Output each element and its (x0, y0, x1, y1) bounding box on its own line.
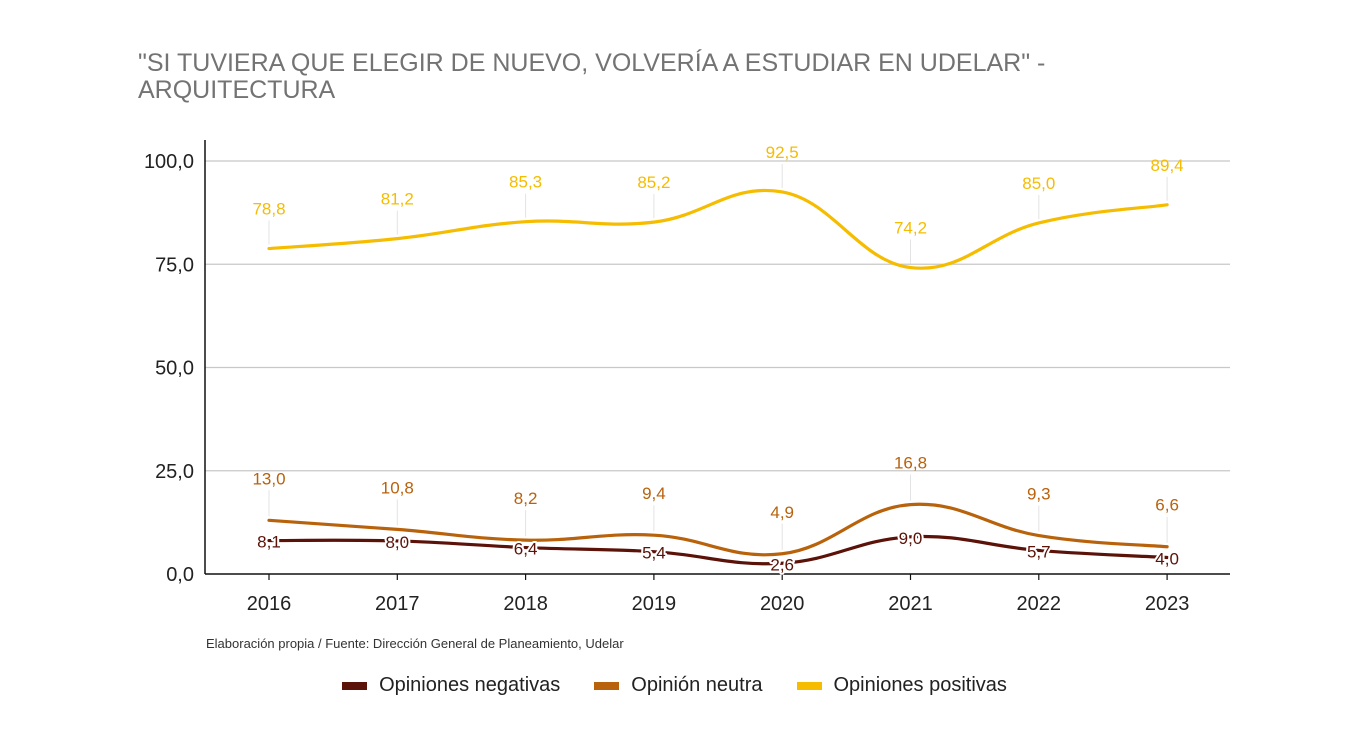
source-note: Elaboración propia / Fuente: Dirección G… (206, 636, 624, 651)
data-label-opiniones-negativas: 4,0 (1155, 549, 1179, 568)
data-label-opiniones-negativas: 8,1 (257, 533, 281, 552)
x-tick-label: 2018 (503, 593, 548, 615)
data-label-opiniones-negativas: 5,7 (1027, 542, 1051, 561)
y-tick-label: 50,0 (155, 358, 194, 380)
data-label-opinion-neutra: 9,4 (642, 484, 666, 503)
x-tick-label: 2016 (247, 593, 292, 615)
data-label-opiniones-negativas: 2,6 (770, 555, 794, 574)
data-label-opinion-neutra: 13,0 (252, 469, 285, 488)
data-label-opiniones-positivas: 81,2 (381, 190, 414, 209)
data-label-opiniones-positivas: 78,8 (252, 200, 285, 219)
data-label-opiniones-positivas: 74,2 (894, 219, 927, 238)
x-tick-label: 2017 (375, 593, 420, 615)
data-label-opiniones-positivas: 89,4 (1151, 156, 1184, 175)
data-label-opinion-neutra: 8,2 (514, 489, 538, 508)
x-tick-label: 2019 (632, 593, 677, 615)
gridlines (205, 160, 1230, 472)
data-label-opiniones-positivas: 92,5 (766, 143, 799, 162)
y-tick-label: 100,0 (144, 151, 194, 173)
axes: 0,0 25,0 50,0 75,0 100,0 2016 2017 2018 2019 2020… (144, 140, 1230, 615)
legend-item-opiniones-negativas: Opiniones negativas (342, 674, 560, 697)
x-tick-label: 2022 (1017, 593, 1062, 615)
data-label-opiniones-negativas: 9,0 (899, 529, 923, 548)
data-label-opiniones-negativas: 5,4 (642, 544, 666, 563)
legend-swatch (796, 681, 822, 690)
series-line-opiniones-positivas (267, 188, 1169, 270)
data-label-opinion-neutra: 4,9 (770, 503, 794, 522)
legend-swatch (342, 681, 368, 690)
y-tick-label: 25,0 (155, 461, 194, 483)
x-tick-label: 2021 (888, 593, 933, 615)
x-tick-label: 2023 (1145, 593, 1190, 615)
series-line-opiniones-negativas (267, 534, 1169, 566)
legend: Opiniones negativas Opinión neutra Opinion… (0, 674, 1349, 697)
legend-label: Opiniones negativas (379, 674, 561, 696)
y-tick-label: 75,0 (155, 254, 194, 276)
series-line-opinion-neutra (267, 502, 1169, 557)
data-label-opinion-neutra: 6,6 (1155, 496, 1179, 515)
series-lines (267, 188, 1169, 566)
legend-item-opinion-neutra: Opinión neutra (594, 674, 763, 697)
data-label-opinion-neutra: 9,3 (1027, 485, 1051, 504)
data-label-opiniones-positivas: 85,0 (1022, 174, 1055, 193)
data-label-opinion-neutra: 16,8 (894, 454, 927, 473)
data-label-opiniones-positivas: 85,2 (637, 173, 670, 192)
y-tick-label: 0,0 (166, 564, 194, 586)
data-label-opinion-neutra: 10,8 (381, 478, 414, 497)
legend-swatch (594, 681, 620, 690)
data-labels: 8,1 8,0 6,4 5,4 2,6 9,0 5,7 4,0 13,0 10,8 8,2 9,4 4,… (252, 143, 1184, 576)
legend-label: Opiniones positivas (833, 674, 1007, 696)
data-label-opiniones-negativas: 8,0 (385, 533, 409, 552)
legend-item-opiniones-positivas: Opiniones positivas (796, 674, 1007, 697)
chart-title: "SI TUVIERA QUE ELEGIR DE NUEVO, VOLVERÍ… (138, 49, 1046, 104)
data-label-opiniones-negativas: 6,4 (514, 540, 538, 559)
data-label-opiniones-positivas: 85,3 (509, 173, 542, 192)
legend-label: Opinión neutra (631, 674, 763, 696)
x-tick-label: 2020 (760, 593, 805, 615)
